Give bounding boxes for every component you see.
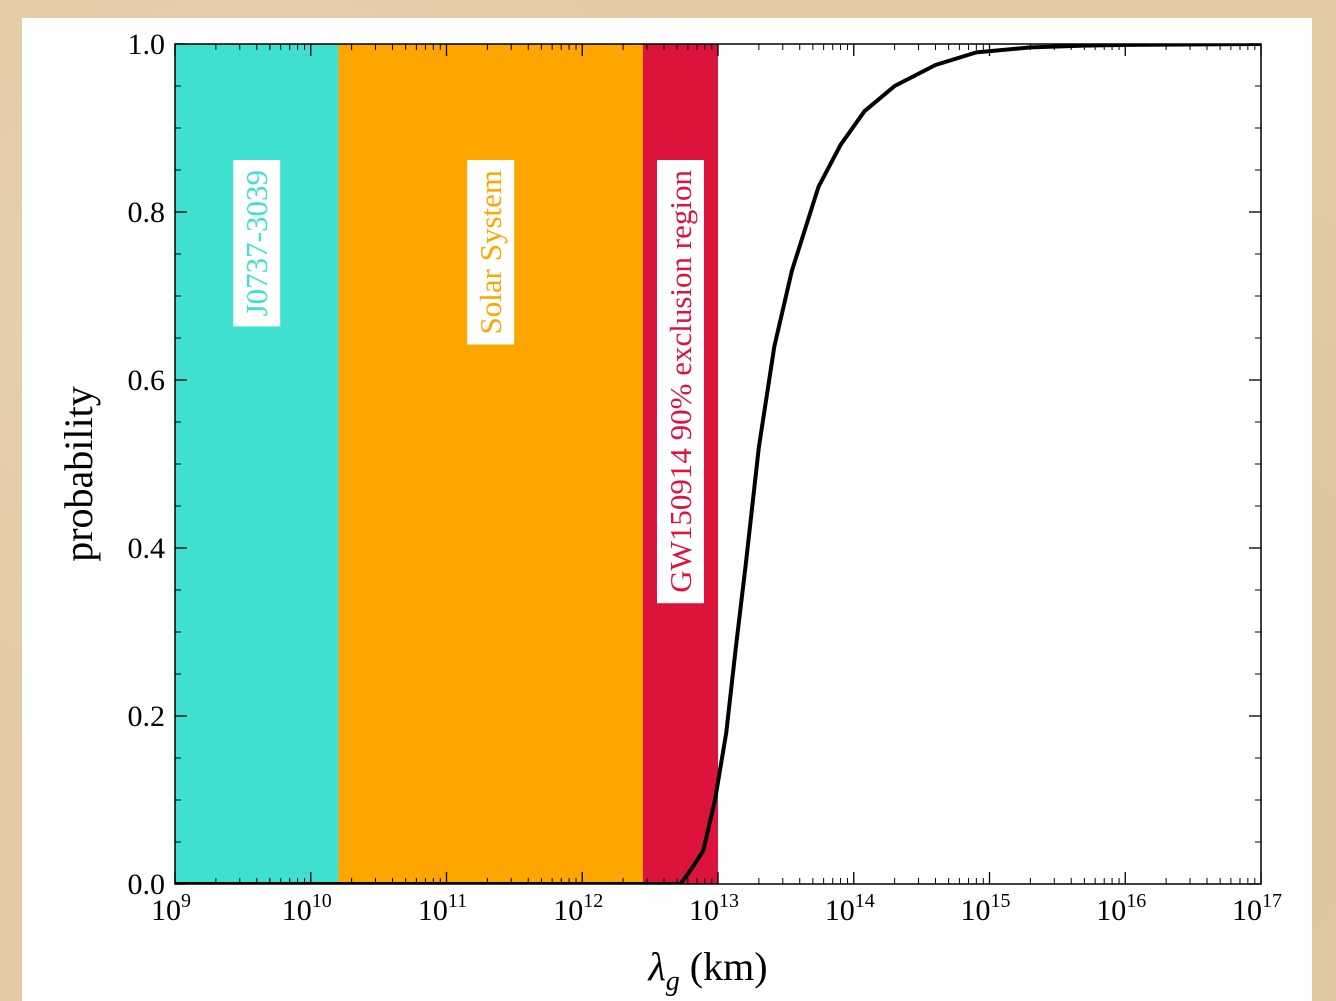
x-tick-label: 1014: [825, 890, 875, 927]
x-tick-label-base: 10: [1232, 894, 1262, 927]
region-2-label-group: Solar System: [467, 160, 515, 345]
chart-panel: J0737-3039 Solar System GW150914 90% exclu…: [22, 18, 1312, 1001]
y-tick-label: 1.0: [128, 28, 166, 61]
x-tick-label-exponent: 9: [181, 890, 191, 912]
x-axis-label: λg (km): [647, 944, 767, 997]
x-tick-label: 1012: [553, 890, 603, 927]
x-tick-label-base: 10: [418, 894, 448, 927]
x-axis-label-subscript: g: [666, 966, 680, 997]
y-tick-label: 0.4: [128, 532, 166, 565]
x-tick-label-exponent: 16: [1126, 890, 1146, 912]
series-1-line: [175, 44, 1261, 884]
x-tick-label-exponent: 17: [1262, 890, 1282, 912]
y-tick-label: 0.6: [128, 364, 166, 397]
region-1-label: J0737-3039: [239, 170, 274, 316]
x-tick-label: 1017: [1232, 890, 1282, 927]
x-tick-label-base: 10: [689, 894, 719, 927]
x-tick-label-base: 10: [825, 894, 855, 927]
x-tick-label: 1015: [961, 890, 1011, 927]
x-tick-label-base: 10: [553, 894, 583, 927]
region-3-label: GW150914 90% exclusion region: [663, 170, 698, 593]
x-tick-label-base: 10: [151, 894, 181, 927]
x-tick-label-base: 10: [282, 894, 312, 927]
y-tick-label: 0.2: [128, 700, 166, 733]
x-tick-label-exponent: 13: [719, 890, 739, 912]
region-2-label: Solar System: [473, 170, 508, 334]
x-tick-label-exponent: 11: [448, 890, 467, 912]
x-tick-label-base: 10: [961, 894, 991, 927]
x-tick-label-base: 10: [1096, 894, 1126, 927]
x-tick-label-exponent: 12: [583, 890, 603, 912]
x-tick-label-exponent: 14: [855, 890, 875, 912]
y-tick-label: 0.8: [128, 196, 166, 229]
x-tick-label: 1011: [418, 890, 467, 927]
x-tick-label: 1016: [1096, 890, 1146, 927]
region-3-label-group: GW150914 90% exclusion region: [656, 160, 704, 604]
x-tick-label-exponent: 15: [991, 890, 1011, 912]
region-1-label-box: [233, 160, 281, 327]
y-tick-label: 0.0: [128, 868, 166, 901]
chart-svg: J0737-3039 Solar System GW150914 90% exclu…: [56, 28, 1282, 997]
x-tick-label: 1010: [282, 890, 332, 927]
region-3-label-box: [656, 160, 704, 604]
y-axis-label: probability: [56, 386, 101, 562]
region-2-label-box: [467, 160, 515, 345]
region-1-label-group: J0737-3039: [233, 160, 281, 327]
x-tick-label-exponent: 10: [312, 890, 332, 912]
x-axis-label-symbol: λ: [647, 944, 665, 989]
x-tick-label: 109: [151, 890, 191, 927]
x-axis-label-unit: (km): [680, 944, 768, 989]
x-tick-label: 1013: [689, 890, 739, 927]
